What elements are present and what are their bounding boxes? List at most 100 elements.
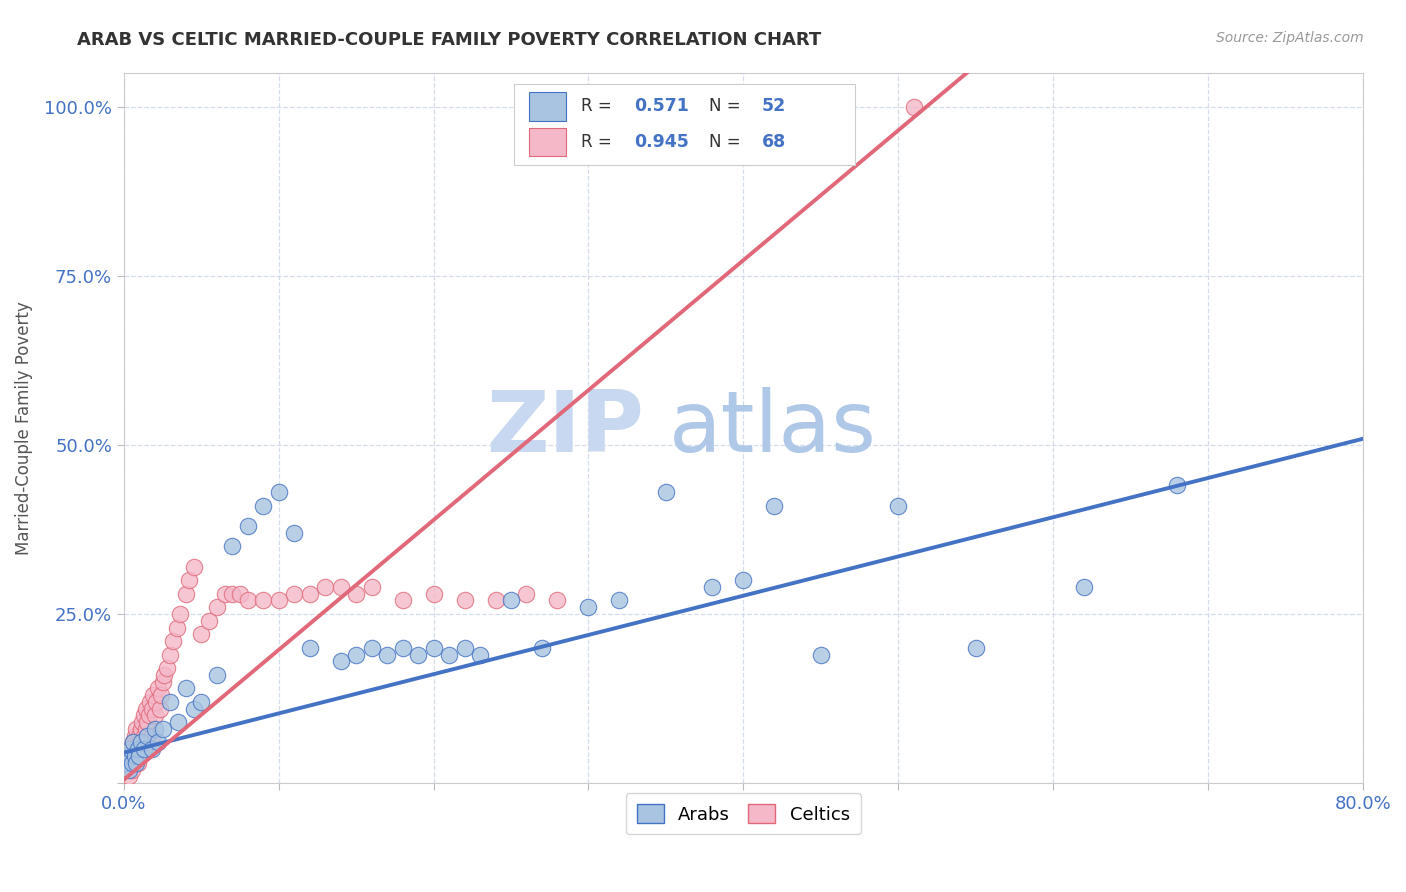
Point <box>132 742 155 756</box>
Point <box>167 715 190 730</box>
Point <box>177 573 200 587</box>
Point <box>267 485 290 500</box>
Text: Source: ZipAtlas.com: Source: ZipAtlas.com <box>1216 31 1364 45</box>
Point <box>132 708 155 723</box>
Point <box>609 593 631 607</box>
Point <box>810 648 832 662</box>
FancyBboxPatch shape <box>515 84 855 165</box>
Point <box>121 763 143 777</box>
Point <box>887 499 910 513</box>
Point <box>150 688 173 702</box>
Point <box>127 735 149 749</box>
Point <box>205 668 228 682</box>
Point <box>298 587 321 601</box>
Point <box>198 614 221 628</box>
Y-axis label: Married-Couple Family Poverty: Married-Couple Family Poverty <box>15 301 32 555</box>
Text: 0.571: 0.571 <box>634 97 689 115</box>
Point <box>314 580 336 594</box>
Point <box>117 763 139 777</box>
Point <box>236 519 259 533</box>
Point <box>169 607 191 621</box>
Point <box>141 742 163 756</box>
Point <box>283 525 305 540</box>
Point <box>298 640 321 655</box>
Point <box>132 729 155 743</box>
Point <box>162 634 184 648</box>
Point <box>166 620 188 634</box>
Point <box>965 640 987 655</box>
Point <box>139 695 162 709</box>
Point <box>136 729 159 743</box>
Point <box>129 742 152 756</box>
Point <box>152 722 174 736</box>
Point <box>733 573 755 587</box>
Point <box>115 749 138 764</box>
Point <box>174 681 197 696</box>
Point <box>141 701 163 715</box>
Point <box>159 695 181 709</box>
Point <box>546 593 568 607</box>
Point <box>252 499 274 513</box>
Point <box>406 648 429 662</box>
Point <box>252 593 274 607</box>
Point <box>143 722 166 736</box>
Point <box>128 749 150 764</box>
Point <box>190 627 212 641</box>
Point <box>128 729 150 743</box>
Point <box>655 485 678 500</box>
Point <box>214 587 236 601</box>
Point <box>131 735 153 749</box>
Point <box>127 756 149 770</box>
Point <box>578 600 600 615</box>
Text: N =: N = <box>709 97 745 115</box>
Point <box>142 688 165 702</box>
Point <box>146 681 169 696</box>
Point <box>375 648 398 662</box>
Point <box>344 648 367 662</box>
Point <box>468 648 491 662</box>
Point <box>903 100 925 114</box>
Point <box>143 708 166 723</box>
Point <box>124 729 146 743</box>
Point <box>205 600 228 615</box>
Point <box>229 587 252 601</box>
Point <box>115 756 138 770</box>
Point <box>1166 478 1188 492</box>
Point <box>114 756 136 770</box>
Point <box>129 735 152 749</box>
Point <box>183 701 205 715</box>
Point <box>156 661 179 675</box>
Point <box>136 735 159 749</box>
Point <box>174 587 197 601</box>
Point <box>138 708 160 723</box>
Point <box>129 722 152 736</box>
Text: ARAB VS CELTIC MARRIED-COUPLE FAMILY POVERTY CORRELATION CHART: ARAB VS CELTIC MARRIED-COUPLE FAMILY POV… <box>77 31 821 49</box>
Point <box>183 559 205 574</box>
Point <box>437 648 460 662</box>
Point <box>125 742 148 756</box>
Point <box>221 587 243 601</box>
Point <box>125 722 148 736</box>
Text: ZIP: ZIP <box>486 386 644 469</box>
Point <box>145 695 167 709</box>
Point <box>221 540 243 554</box>
Point <box>146 735 169 749</box>
Point <box>484 593 506 607</box>
Text: 52: 52 <box>762 97 786 115</box>
Point <box>329 580 352 594</box>
Point <box>120 749 142 764</box>
Point <box>128 749 150 764</box>
Point <box>153 668 176 682</box>
Point <box>124 749 146 764</box>
Point <box>329 654 352 668</box>
Point <box>135 722 157 736</box>
Text: R =: R = <box>581 97 617 115</box>
Point <box>267 593 290 607</box>
Point <box>702 580 724 594</box>
Point <box>159 648 181 662</box>
Point <box>515 587 537 601</box>
Point <box>360 580 382 594</box>
Point <box>114 763 136 777</box>
Point <box>120 742 142 756</box>
Point <box>141 729 163 743</box>
